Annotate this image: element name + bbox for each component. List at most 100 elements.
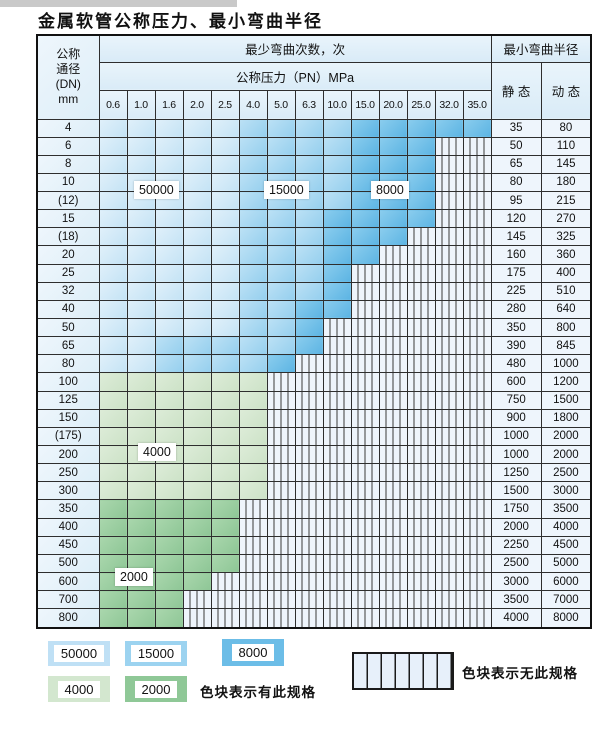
pressure-value-cell: 20.0 <box>378 89 408 120</box>
pressure-cell <box>154 608 184 629</box>
pressure-cell <box>434 227 464 247</box>
dynamic-cell: 4500 <box>540 535 592 555</box>
dynamic-cell: 110 <box>540 136 592 156</box>
pressure-cell <box>154 517 184 537</box>
pressure-cell <box>322 553 352 574</box>
pressure-cell <box>210 408 240 428</box>
dynamic-header-cell: 动 态 <box>540 61 592 120</box>
pressure-cell <box>462 463 492 483</box>
dn-header-cell: 公称 通径 (DN) mm <box>36 34 100 120</box>
static-cell: 175 <box>490 263 542 283</box>
pressure-cell <box>434 408 464 428</box>
pressure-cell <box>294 336 324 356</box>
pressure-cell <box>378 499 408 519</box>
dn-cell: 600 <box>36 572 100 592</box>
pressure-cell <box>462 535 492 555</box>
pressure-cell <box>266 154 296 174</box>
pressure-cell <box>266 336 296 356</box>
dn-header-line: 公称 <box>56 47 81 62</box>
static-cell: 480 <box>490 354 542 374</box>
static-cell: 350 <box>490 318 542 338</box>
cycles-header-cell: 最少弯曲次数，次 <box>98 34 492 63</box>
table-row: (18) 145 325 <box>36 227 592 247</box>
dn-cell: 700 <box>36 590 100 610</box>
dynamic-cell: 845 <box>540 336 592 356</box>
pressure-cell <box>154 136 184 156</box>
table-row: 20 160 360 <box>36 245 592 265</box>
pressure-cell <box>350 408 380 428</box>
pressure-cell <box>294 535 324 555</box>
pressure-cell <box>294 426 324 447</box>
cycle-count-label-4000: 4000 <box>138 443 176 461</box>
static-cell: 2250 <box>490 535 542 555</box>
pressure-cell <box>462 318 492 338</box>
pressure-cell <box>378 118 408 138</box>
pressure-cell <box>126 318 156 338</box>
pressure-cell <box>126 535 156 555</box>
pressure-cell <box>322 408 352 428</box>
dynamic-cell: 2500 <box>540 463 592 483</box>
dn-cell: 25 <box>36 263 100 283</box>
dynamic-cell: 80 <box>540 118 592 138</box>
static-cell: 1250 <box>490 463 542 483</box>
table-row: 32 225 510 <box>36 281 592 301</box>
cycle-count-label-8000: 8000 <box>371 181 409 199</box>
static-cell: 65 <box>490 154 542 174</box>
pressure-cell <box>350 227 380 247</box>
pressure-cell <box>154 390 184 410</box>
pressure-cell <box>238 590 268 610</box>
dynamic-cell: 1000 <box>540 354 592 374</box>
pressure-cell <box>126 354 156 374</box>
pressure-cell <box>266 227 296 247</box>
dn-cell: 300 <box>36 481 100 501</box>
pressure-cell <box>406 299 436 320</box>
pressure-cell <box>238 136 268 156</box>
dn-cell: 500 <box>36 553 100 574</box>
pressure-cell <box>322 517 352 537</box>
pressure-cell <box>350 535 380 555</box>
pressure-cell <box>238 299 268 320</box>
pressure-cell <box>462 608 492 629</box>
legend-swatch-label: 8000 <box>231 644 275 661</box>
table-row: 25 175 400 <box>36 263 592 283</box>
pressure-cell <box>350 318 380 338</box>
pressure-cell <box>210 572 240 592</box>
dn-header-line: (DN) <box>55 77 81 92</box>
table-row: 80 480 1000 <box>36 354 592 374</box>
pressure-cell <box>154 209 184 229</box>
pressure-cell <box>294 318 324 338</box>
static-cell: 4000 <box>490 608 542 629</box>
pressure-cell <box>294 281 324 301</box>
dynamic-cell: 7000 <box>540 590 592 610</box>
pressure-cell <box>126 154 156 174</box>
pressure-cell <box>406 608 436 629</box>
dynamic-cell: 2000 <box>540 445 592 465</box>
pressure-cell <box>126 390 156 410</box>
spec-table-head: 公称 通径 (DN) mm 最少弯曲次数，次 最小弯曲半径 公称压力（PN）MPa 静 态动 … <box>36 34 592 120</box>
pressure-cell <box>322 463 352 483</box>
pressure-cell <box>266 499 296 519</box>
pressure-cell <box>462 408 492 428</box>
pressure-cell <box>182 299 212 320</box>
pressure-cell <box>350 336 380 356</box>
pressure-cell <box>210 154 240 174</box>
pressure-cell <box>406 263 436 283</box>
pressure-cell <box>98 245 128 265</box>
pressure-cell <box>378 245 408 265</box>
pressure-cell <box>434 535 464 555</box>
pressure-cell <box>266 445 296 465</box>
table-row: 250 1250 2500 <box>36 463 592 483</box>
pressure-cell <box>434 445 464 465</box>
cycle-count-label-2000: 2000 <box>115 568 153 586</box>
pressure-cell <box>434 608 464 629</box>
pressure-cell <box>98 590 128 610</box>
cycle-count-label-15000: 15000 <box>264 181 309 199</box>
pressure-cell <box>462 499 492 519</box>
pressure-cell <box>182 336 212 356</box>
static-cell: 390 <box>490 336 542 356</box>
static-cell: 3000 <box>490 572 542 592</box>
pressure-cell <box>406 281 436 301</box>
pressure-cell <box>350 245 380 265</box>
dn-cell: 800 <box>36 608 100 629</box>
